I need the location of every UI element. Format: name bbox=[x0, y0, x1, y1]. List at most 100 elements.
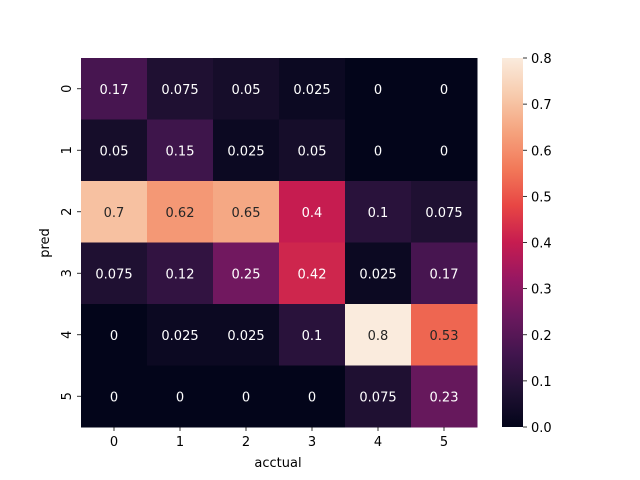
heatmap-cell-r3-c5 bbox=[411, 242, 478, 305]
heatmap-cell-r3-c4 bbox=[345, 242, 412, 305]
heatmap-cell-r2-c1 bbox=[147, 181, 214, 243]
y-axis-label: pred bbox=[38, 228, 53, 258]
heatmap-cell-r1-c1 bbox=[147, 119, 214, 182]
cell-value-label-r0-c4: 0 bbox=[374, 83, 382, 98]
cell-value-label-r1-c1: 0.15 bbox=[166, 144, 195, 159]
y-tick-label-1: 1 bbox=[60, 146, 75, 154]
heatmap-cell-r2-c4 bbox=[345, 181, 412, 243]
cell-value-label-r4-c2: 0.025 bbox=[227, 329, 264, 344]
heatmap-cell-r5-c1 bbox=[147, 365, 214, 428]
x-tick-label-1: 1 bbox=[176, 435, 184, 450]
cell-value-label-r3-c3: 0.42 bbox=[298, 267, 327, 282]
cell-value-label-r3-c2: 0.25 bbox=[232, 267, 261, 282]
cell-value-label-r4-c4: 0.8 bbox=[368, 329, 389, 344]
heatmap-cell-r5-c5 bbox=[411, 365, 478, 428]
heatmap-cell-r4-c2 bbox=[213, 304, 280, 366]
cell-value-label-r1-c5: 0 bbox=[440, 144, 448, 159]
heatmap-cell-r1-c5 bbox=[411, 119, 478, 182]
x-tick-label-2: 2 bbox=[242, 435, 250, 450]
colorbar-tick-label-1: 0.1 bbox=[531, 375, 552, 390]
cell-value-label-r5-c0: 0 bbox=[110, 390, 118, 405]
x-axis-label: acctual bbox=[254, 456, 301, 471]
cell-value-label-r1-c4: 0 bbox=[374, 144, 382, 159]
heatmap-cell-r4-c4 bbox=[345, 304, 412, 366]
cell-value-label-r4-c3: 0.1 bbox=[302, 329, 323, 344]
y-tick-label-0: 0 bbox=[60, 85, 75, 93]
colorbar-tick-label-4: 0.4 bbox=[531, 237, 552, 252]
colorbar-tick-label-0: 0.0 bbox=[531, 421, 552, 436]
cell-value-label-r2-c3: 0.4 bbox=[302, 206, 323, 221]
cell-value-label-r2-c0: 0.7 bbox=[104, 206, 125, 221]
x-tick-label-5: 5 bbox=[440, 435, 448, 450]
cell-value-label-r5-c3: 0 bbox=[308, 390, 316, 405]
colorbar-tick-label-7: 0.7 bbox=[531, 98, 552, 113]
heatmap-cell-r0-c5 bbox=[411, 58, 478, 120]
heatmap-cell-r5-c2 bbox=[213, 365, 280, 428]
colorbar-gradient bbox=[502, 58, 523, 427]
heatmap-cell-r0-c0 bbox=[81, 58, 148, 120]
heatmap-cell-r1-c2 bbox=[213, 119, 280, 182]
cell-value-label-r3-c1: 0.12 bbox=[166, 267, 195, 282]
heatmap-cell-r0-c2 bbox=[213, 58, 280, 120]
cell-value-label-r0-c1: 0.075 bbox=[161, 83, 198, 98]
cell-value-label-r1-c3: 0.05 bbox=[298, 144, 327, 159]
colorbar-tick-label-3: 0.3 bbox=[531, 283, 552, 298]
y-tick-label-3: 3 bbox=[60, 269, 75, 277]
heatmap-cell-r5-c0 bbox=[81, 365, 148, 428]
cell-value-label-r0-c3: 0.025 bbox=[293, 83, 330, 98]
heatmap-cell-r2-c2 bbox=[213, 181, 280, 243]
cell-value-label-r2-c2: 0.65 bbox=[232, 206, 261, 221]
heatmap-cell-r0-c1 bbox=[147, 58, 214, 120]
cell-value-label-r5-c1: 0 bbox=[176, 390, 184, 405]
heatmap-cell-r2-c0 bbox=[81, 181, 148, 243]
heatmap-cell-r4-c1 bbox=[147, 304, 214, 366]
cell-value-label-r3-c0: 0.075 bbox=[95, 267, 132, 282]
colorbar: 0.0 0.1 0.2 0.3 0.4 0.5 0.6 0.7 0.8 bbox=[502, 52, 552, 436]
cell-value-label-r3-c4: 0.025 bbox=[359, 267, 396, 282]
cell-value-label-r3-c5: 0.17 bbox=[430, 267, 459, 282]
cell-value-label-r4-c5: 0.53 bbox=[430, 329, 459, 344]
heatmap-cell-r2-c5 bbox=[411, 181, 478, 243]
cell-value-label-r5-c2: 0 bbox=[242, 390, 250, 405]
colorbar-tick-label-5: 0.5 bbox=[531, 190, 552, 205]
x-tick-label-0: 0 bbox=[110, 435, 118, 450]
cell-value-label-r0-c5: 0 bbox=[440, 83, 448, 98]
cell-value-label-r2-c4: 0.1 bbox=[368, 206, 389, 221]
heatmap-cell-r3-c1 bbox=[147, 242, 214, 305]
cell-value-label-r2-c5: 0.075 bbox=[425, 206, 462, 221]
x-tick-label-3: 3 bbox=[308, 435, 316, 450]
heatmap-cell-r5-c3 bbox=[279, 365, 346, 428]
y-tick-label-5: 5 bbox=[60, 392, 75, 400]
colorbar-tick-label-6: 0.6 bbox=[531, 144, 552, 159]
y-axis-ticks: 0 1 2 3 4 5 bbox=[60, 85, 81, 400]
heatmap-cell-r4-c0 bbox=[81, 304, 148, 366]
cell-value-label-r5-c4: 0.075 bbox=[359, 390, 396, 405]
cell-value-label-r5-c5: 0.23 bbox=[430, 390, 459, 405]
heatmap-cell-r3-c2 bbox=[213, 242, 280, 305]
heatmap-cells: 0.17 0.075 0.05 0.025 0 0 0.05 0.15 0.025 0.05 0 0 0… bbox=[81, 58, 478, 428]
heatmap-cell-r5-c4 bbox=[345, 365, 412, 428]
y-tick-label-2: 2 bbox=[60, 208, 75, 216]
x-axis-ticks: 0 1 2 3 4 5 bbox=[110, 427, 448, 450]
heatmap-cell-r4-c5 bbox=[411, 304, 478, 366]
cell-value-label-r1-c0: 0.05 bbox=[100, 144, 129, 159]
cell-value-label-r1-c2: 0.025 bbox=[227, 144, 264, 159]
heatmap-cell-r1-c3 bbox=[279, 119, 346, 182]
heatmap-cell-r2-c3 bbox=[279, 181, 346, 243]
heatmap-cell-r3-c0 bbox=[81, 242, 148, 305]
colorbar-tick-label-2: 0.2 bbox=[531, 329, 552, 344]
cell-value-label-r0-c2: 0.05 bbox=[232, 83, 261, 98]
cell-value-label-r0-c0: 0.17 bbox=[100, 83, 129, 98]
cell-value-label-r4-c0: 0 bbox=[110, 329, 118, 344]
cell-value-label-r2-c1: 0.62 bbox=[166, 206, 195, 221]
heatmap-cell-r0-c4 bbox=[345, 58, 412, 120]
cell-value-label-r4-c1: 0.025 bbox=[161, 329, 198, 344]
heatmap-cell-r0-c3 bbox=[279, 58, 346, 120]
heatmap-cell-r4-c3 bbox=[279, 304, 346, 366]
x-tick-label-4: 4 bbox=[374, 435, 382, 450]
heatmap-cell-r1-c0 bbox=[81, 119, 148, 182]
heatmap-cell-r3-c3 bbox=[279, 242, 346, 305]
heatmap-cell-r1-c4 bbox=[345, 119, 412, 182]
colorbar-tick-label-8: 0.8 bbox=[531, 52, 552, 67]
